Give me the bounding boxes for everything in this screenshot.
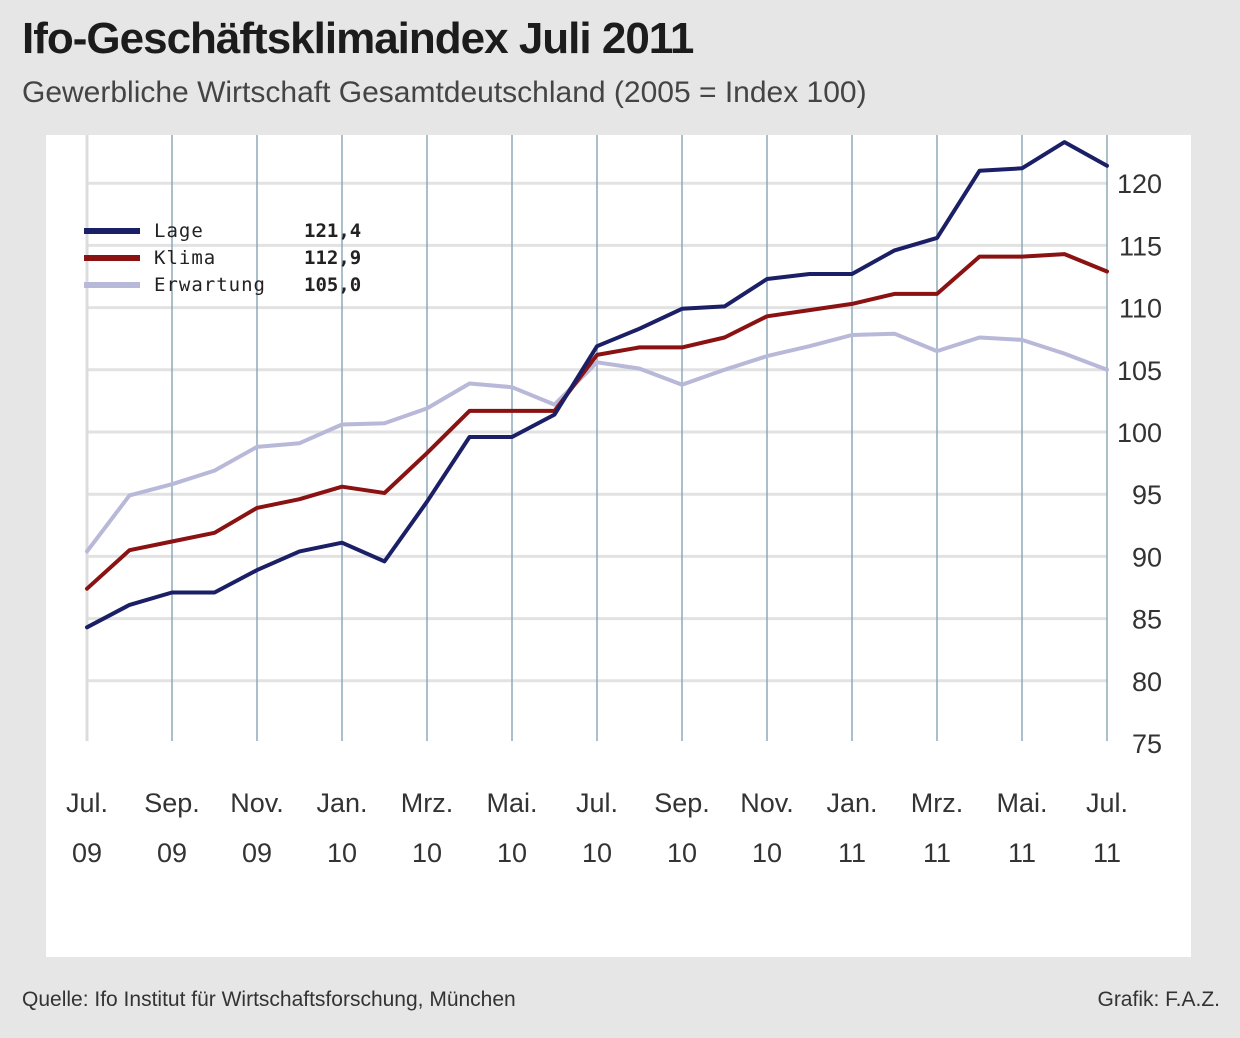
y-tick-label: 100: [1117, 418, 1162, 448]
x-tick-label-year: 10: [667, 838, 697, 868]
line-chart: 75 80 85 90 95 100 105 110 115 120 Jul. 09 Sep. 09 Nov…: [66, 135, 1162, 868]
chart-panel: 75 80 85 90 95 100 105 110 115 120 Jul. 09 Sep. 09 Nov…: [46, 135, 1191, 957]
y-tick-label: 110: [1119, 294, 1162, 324]
y-tick-label: 115: [1119, 231, 1162, 261]
y-tick-label: 105: [1117, 356, 1162, 386]
x-tick-label-month: Nov.: [740, 788, 794, 818]
y-tick-label: 75: [1132, 729, 1162, 759]
chart-legend: Lage 121,4 Klima 112,9 Erwartung 105,0: [84, 217, 361, 298]
chart-subtitle: Gewerbliche Wirtschaft Gesamtdeutschland…: [22, 76, 867, 109]
legend-label: Erwartung: [154, 273, 266, 296]
series-line-lage: [85, 140, 1109, 630]
y-tick-label: 85: [1132, 605, 1162, 635]
chart-title: Ifo-Geschäftsklimaindex Juli 2011: [22, 14, 694, 63]
x-tick-label-year: 10: [752, 838, 782, 868]
x-tick-label-year: 09: [157, 838, 187, 868]
x-tick-label-month: Sep.: [144, 788, 200, 818]
x-tick-label-month: Mai.: [486, 788, 537, 818]
x-tick-label-year: 09: [72, 838, 102, 868]
x-tick-label-year: 11: [838, 838, 866, 868]
x-tick-label-month: Jan.: [826, 788, 877, 818]
x-tick-label-month: Mrz.: [401, 788, 453, 818]
x-tick-label-month: Jul.: [1086, 788, 1128, 818]
x-tick-label-month: Mrz.: [911, 788, 963, 818]
x-tick-label-month: Mai.: [996, 788, 1047, 818]
x-tick-label-year: 11: [1093, 838, 1121, 868]
legend-label: Klima: [154, 246, 217, 269]
legend-item-lage: Lage 121,4: [84, 217, 361, 244]
legend-label: Lage: [154, 219, 204, 242]
y-tick-label: 95: [1132, 480, 1162, 510]
x-tick-label-year: 11: [1008, 838, 1036, 868]
source-note: Quelle: Ifo Institut für Wirtschaftsfors…: [22, 988, 516, 1011]
legend-item-klima: Klima 112,9: [84, 244, 361, 271]
x-tick-label-year: 10: [327, 838, 357, 868]
graphic-credit: Grafik: F.A.Z.: [1097, 988, 1220, 1011]
x-tick-label-month: Jul.: [66, 788, 108, 818]
x-tick-label-year: 10: [497, 838, 527, 868]
x-tick-label-month: Jul.: [576, 788, 618, 818]
legend-item-erwartung: Erwartung 105,0: [84, 271, 361, 298]
x-tick-label-month: Nov.: [230, 788, 284, 818]
legend-value: 112,9: [304, 246, 362, 269]
x-tick-label-month: Sep.: [654, 788, 710, 818]
y-tick-label: 120: [1117, 169, 1162, 199]
legend-value: 105,0: [304, 273, 362, 296]
legend-value: 121,4: [304, 219, 362, 242]
x-tick-label-year: 09: [242, 838, 272, 868]
y-tick-label: 80: [1132, 667, 1162, 697]
series-line-klima: [85, 252, 1109, 591]
series-line-erwartung: [85, 331, 1109, 554]
y-tick-label: 90: [1132, 542, 1162, 572]
legend-swatch-klima: [84, 254, 140, 261]
x-tick-label-year: 10: [582, 838, 612, 868]
legend-swatch-lage: [84, 227, 140, 234]
x-tick-label-year: 11: [923, 838, 951, 868]
x-tick-label-year: 10: [412, 838, 442, 868]
x-tick-label-month: Jan.: [316, 788, 367, 818]
legend-swatch-erwartung: [84, 281, 140, 288]
